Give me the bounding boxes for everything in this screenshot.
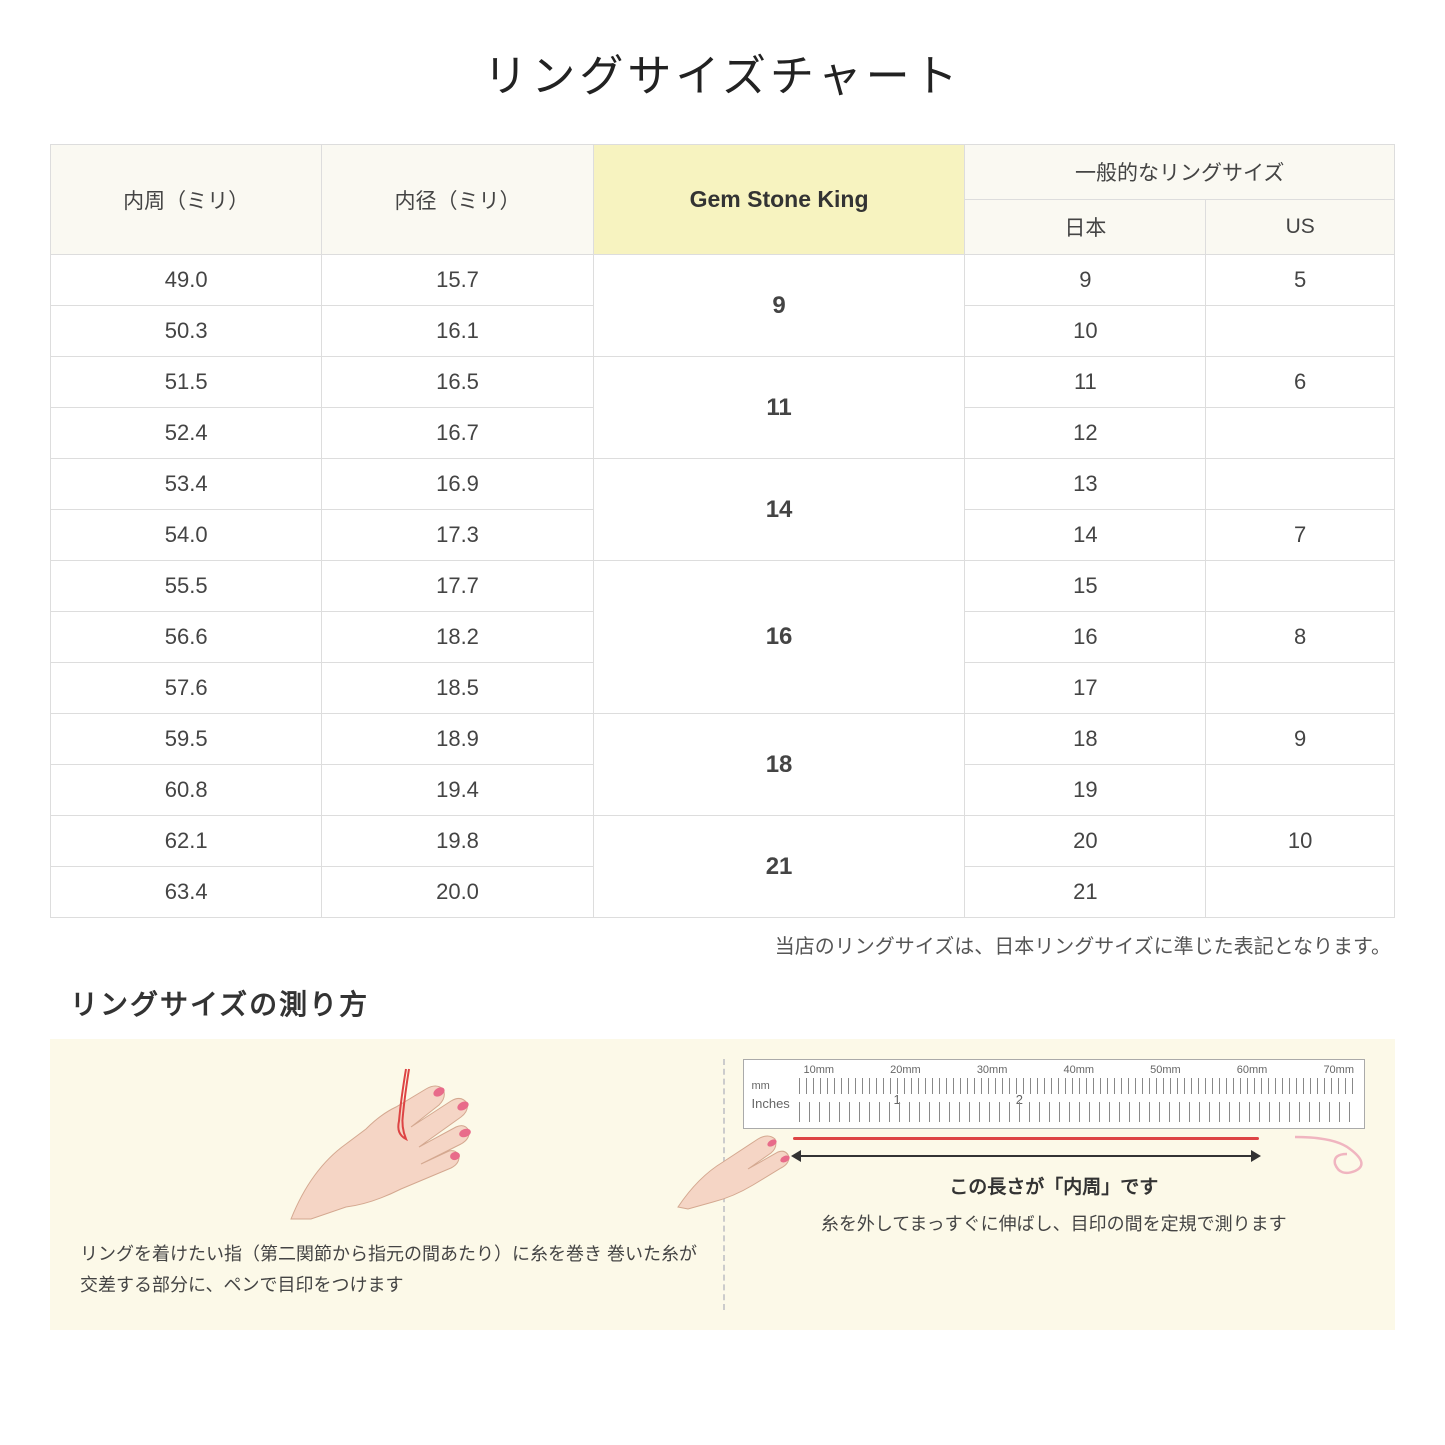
table-row: 53.416.91413 xyxy=(51,459,1395,510)
cell-circumference: 53.4 xyxy=(51,459,322,510)
arrow-caption: この長さが「内周」です xyxy=(743,1172,1366,1199)
instruction-right: 10mm20mm30mm40mm50mm60mm70mm mm Inches 1… xyxy=(743,1059,1366,1300)
hand-wrap-icon xyxy=(251,1059,531,1229)
cell-us: 7 xyxy=(1206,510,1395,561)
cell-circumference: 49.0 xyxy=(51,255,322,306)
cell-us: 8 xyxy=(1206,612,1395,663)
cell-us xyxy=(1206,408,1395,459)
cell-japan: 15 xyxy=(965,561,1206,612)
ruler-mm-mark: 30mm xyxy=(977,1064,1008,1076)
cell-circumference: 57.6 xyxy=(51,663,322,714)
cell-diameter: 16.7 xyxy=(322,408,593,459)
cell-gsk: 14 xyxy=(593,459,965,561)
header-diameter: 内径（ミリ） xyxy=(322,145,593,255)
cell-japan: 13 xyxy=(965,459,1206,510)
cell-diameter: 18.9 xyxy=(322,714,593,765)
cell-us: 10 xyxy=(1206,816,1395,867)
cell-circumference: 54.0 xyxy=(51,510,322,561)
cell-japan: 19 xyxy=(965,765,1206,816)
cell-gsk: 11 xyxy=(593,357,965,459)
cell-circumference: 55.5 xyxy=(51,561,322,612)
cell-us: 5 xyxy=(1206,255,1395,306)
ruler-mm-label: mm xyxy=(752,1080,770,1092)
cell-diameter: 17.3 xyxy=(322,510,593,561)
cell-japan: 14 xyxy=(965,510,1206,561)
ruler-mm-mark: 20mm xyxy=(890,1064,921,1076)
ruler-mm-mark: 70mm xyxy=(1323,1064,1354,1076)
ruler-illustration: 10mm20mm30mm40mm50mm60mm70mm mm Inches 1… xyxy=(743,1059,1366,1129)
table-row: 51.516.511116 xyxy=(51,357,1395,408)
size-chart-table: 内周（ミリ） 内径（ミリ） Gem Stone King 一般的なリングサイズ … xyxy=(50,144,1395,918)
header-us: US xyxy=(1206,200,1395,255)
cell-circumference: 50.3 xyxy=(51,306,322,357)
page-title: リングサイズチャート xyxy=(50,40,1395,104)
ruler-mm-mark: 60mm xyxy=(1237,1064,1268,1076)
header-gsk: Gem Stone King xyxy=(593,145,965,255)
cell-gsk: 16 xyxy=(593,561,965,714)
cell-circumference: 59.5 xyxy=(51,714,322,765)
cell-japan: 21 xyxy=(965,867,1206,918)
cell-circumference: 60.8 xyxy=(51,765,322,816)
cell-circumference: 56.6 xyxy=(51,612,322,663)
cell-japan: 20 xyxy=(965,816,1206,867)
cell-japan: 18 xyxy=(965,714,1206,765)
cell-diameter: 18.2 xyxy=(322,612,593,663)
cell-us xyxy=(1206,459,1395,510)
cell-circumference: 63.4 xyxy=(51,867,322,918)
ruler-in-label: Inches xyxy=(752,1096,790,1111)
measurement-arrow xyxy=(793,1148,1260,1164)
cell-diameter: 17.7 xyxy=(322,561,593,612)
cell-japan: 9 xyxy=(965,255,1206,306)
header-japan: 日本 xyxy=(965,200,1206,255)
instruction-left: リングを着けたい指（第二関節から指元の間あたり）に糸を巻き 巻いた糸が交差する部… xyxy=(80,1059,703,1300)
cell-us: 6 xyxy=(1206,357,1395,408)
table-row: 55.517.71615 xyxy=(51,561,1395,612)
hand-measure-icon xyxy=(673,1117,803,1217)
table-row: 62.119.8212010 xyxy=(51,816,1395,867)
instruction-panel: リングを着けたい指（第二関節から指元の間あたり）に糸を巻き 巻いた糸が交差する部… xyxy=(50,1039,1395,1330)
cell-diameter: 19.4 xyxy=(322,765,593,816)
cell-diameter: 18.5 xyxy=(322,663,593,714)
cell-circumference: 51.5 xyxy=(51,357,322,408)
instruction-text-left: リングを着けたい指（第二関節から指元の間あたり）に糸を巻き 巻いた糸が交差する部… xyxy=(80,1239,703,1300)
thread-line xyxy=(793,1137,1260,1140)
cell-diameter: 16.1 xyxy=(322,306,593,357)
cell-japan: 12 xyxy=(965,408,1206,459)
cell-gsk: 21 xyxy=(593,816,965,918)
table-row: 59.518.918189 xyxy=(51,714,1395,765)
header-circumference: 内周（ミリ） xyxy=(51,145,322,255)
ruler-mm-mark: 50mm xyxy=(1150,1064,1181,1076)
cell-japan: 17 xyxy=(965,663,1206,714)
cell-circumference: 52.4 xyxy=(51,408,322,459)
table-row: 49.015.7995 xyxy=(51,255,1395,306)
header-general: 一般的なリングサイズ xyxy=(965,145,1395,200)
cell-diameter: 16.9 xyxy=(322,459,593,510)
ruler-mm-mark: 40mm xyxy=(1063,1064,1094,1076)
cell-diameter: 19.8 xyxy=(322,816,593,867)
cell-gsk: 9 xyxy=(593,255,965,357)
cell-japan: 11 xyxy=(965,357,1206,408)
cell-circumference: 62.1 xyxy=(51,816,322,867)
ruler-mm-mark: 10mm xyxy=(804,1064,835,1076)
cell-us xyxy=(1206,663,1395,714)
table-note: 当店のリングサイズは、日本リングサイズに準じた表記となります。 xyxy=(54,930,1391,959)
cell-diameter: 15.7 xyxy=(322,255,593,306)
instruction-text-right: 糸を外してまっすぐに伸ばし、目印の間を定規で測ります xyxy=(743,1209,1366,1240)
cell-us xyxy=(1206,306,1395,357)
cell-us xyxy=(1206,765,1395,816)
cell-us xyxy=(1206,561,1395,612)
cell-japan: 16 xyxy=(965,612,1206,663)
measure-title: リングサイズの測り方 xyxy=(70,983,1395,1023)
cell-diameter: 20.0 xyxy=(322,867,593,918)
cell-us xyxy=(1206,867,1395,918)
cell-us: 9 xyxy=(1206,714,1395,765)
cell-japan: 10 xyxy=(965,306,1206,357)
thread-curl-icon xyxy=(1295,1129,1385,1179)
cell-diameter: 16.5 xyxy=(322,357,593,408)
cell-gsk: 18 xyxy=(593,714,965,816)
